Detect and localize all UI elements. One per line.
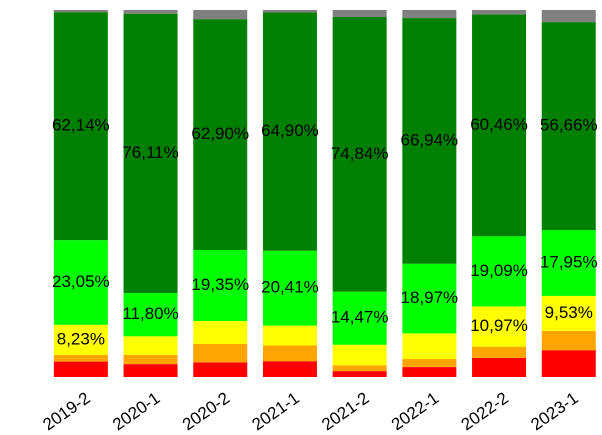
bar-segment: [402, 333, 457, 360]
data-label: 17,95%: [540, 252, 598, 271]
bar-segment: [541, 230, 596, 296]
bar-segment: [193, 343, 248, 363]
bar-segment: [262, 345, 317, 362]
bar-segment: [262, 325, 317, 346]
x-tick-label: 2022-1: [388, 388, 442, 434]
data-label: 66,94%: [401, 130, 459, 149]
x-tick-label: 2021-1: [249, 388, 303, 434]
data-label: 60,46%: [470, 115, 528, 134]
data-label: 20,41%: [261, 278, 319, 297]
bar-segment: [332, 365, 387, 372]
data-label: 19,35%: [191, 275, 249, 294]
x-tick-label: 2019-2: [39, 388, 93, 434]
bar-segment: [53, 361, 108, 377]
data-label: 62,14%: [52, 116, 110, 135]
bar-segment: [262, 361, 317, 377]
data-label: 9,53%: [545, 303, 593, 322]
bar-segment: [541, 295, 596, 331]
bar-segment: [193, 321, 248, 344]
x-tick-label: 2020-1: [109, 388, 163, 434]
bar-segment: [262, 250, 317, 326]
bar-segment: [53, 12, 108, 241]
bar-segment: [123, 364, 178, 377]
data-label: 8,23%: [57, 329, 105, 348]
bar-segment: [472, 357, 527, 377]
bar-segment: [541, 10, 596, 23]
bar-segment: [541, 330, 596, 351]
bar-segment: [123, 354, 178, 365]
bar-segment: [193, 19, 248, 251]
bar-segment: [402, 263, 457, 334]
bar-segment: [193, 10, 248, 20]
bar-segment: [402, 359, 457, 368]
data-label: 19,09%: [470, 261, 528, 280]
data-label: 64,90%: [261, 121, 319, 140]
bar-segment: [472, 306, 527, 347]
bar-segment: [472, 14, 527, 237]
bar-segment: [402, 367, 457, 377]
data-label: 23,05%: [52, 272, 110, 291]
bar-segment: [193, 362, 248, 377]
bar-segment: [262, 12, 317, 251]
data-label: 18,97%: [401, 288, 459, 307]
bar-segment: [332, 371, 387, 377]
x-tick-label: 2022-2: [458, 388, 512, 434]
bar-segment: [332, 344, 387, 366]
bar-segment: [472, 236, 527, 307]
bar-segment: [123, 292, 178, 337]
x-tick-label: 2023-1: [527, 388, 581, 434]
data-label: 14,47%: [331, 308, 389, 327]
bar-segment: [53, 354, 108, 362]
data-label: 76,11%: [122, 143, 178, 162]
bar-segment: [332, 10, 387, 17]
data-label: 56,66%: [540, 116, 598, 135]
bar-segment: [123, 13, 178, 293]
bar-segment: [472, 346, 527, 358]
x-tick-label: 2021-2: [318, 388, 372, 434]
bar-segment: [402, 18, 457, 264]
data-label: 74,84%: [331, 144, 389, 163]
bar-segment: [53, 240, 108, 325]
bar-segment: [541, 350, 596, 377]
bar-segment: [472, 10, 527, 15]
data-label: 11,80%: [122, 304, 178, 323]
bar-segment: [193, 250, 248, 322]
bar-segment: [123, 10, 178, 14]
bar-segment: [53, 324, 108, 355]
data-label: 10,97%: [470, 316, 528, 335]
bar-segment: [541, 22, 596, 231]
bar-segment: [402, 10, 457, 19]
bar-segment: [262, 9, 317, 13]
bar-segment: [332, 291, 387, 345]
bar-segment: [53, 10, 108, 13]
bar-segment: [332, 16, 387, 292]
data-label: 62,90%: [191, 124, 249, 143]
x-tick-label: 2020-2: [179, 388, 233, 434]
bar-segment: [123, 336, 178, 355]
